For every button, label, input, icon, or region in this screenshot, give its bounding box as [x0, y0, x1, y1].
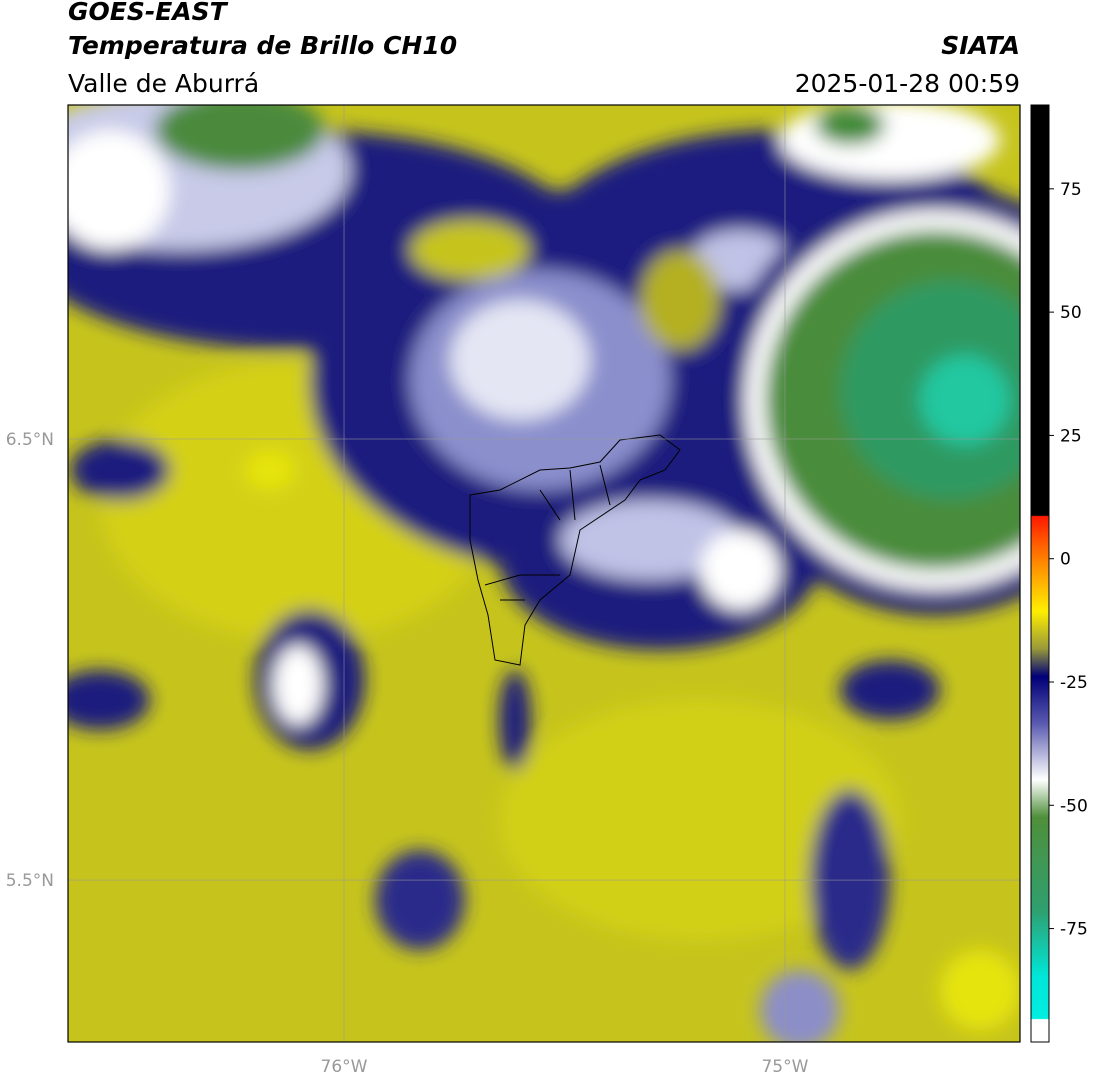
colorbar-tick-label: 0: [1060, 550, 1071, 570]
colorbar-tick-label: 50: [1060, 303, 1082, 323]
colorbar-tick-label: -50: [1060, 796, 1088, 816]
colorbar-tick-label: 75: [1060, 180, 1082, 200]
y-tick-label: 6.5°N: [6, 430, 54, 450]
colorbar: [1030, 104, 1050, 1043]
grid: [68, 105, 1020, 1042]
map-frame: [67, 104, 1021, 1043]
region: Valle de Aburrá: [68, 69, 259, 98]
map-image: [68, 105, 1020, 1042]
colorbar-tick-label: -25: [1060, 673, 1088, 693]
datetime: 2025-01-28 00:59: [795, 69, 1020, 98]
colorbar-tick-label: 25: [1060, 426, 1082, 446]
y-tick-label: 5.5°N: [6, 871, 54, 891]
cloud-field: [68, 105, 1020, 1042]
subtitle: Temperatura de Brillo CH10: [68, 31, 457, 60]
title: GOES-EAST: [68, 0, 229, 26]
source: SIATA: [941, 31, 1020, 60]
x-tick-label: 75°W: [761, 1057, 808, 1077]
colorbar-tick-label: -75: [1060, 920, 1088, 940]
x-tick-label: 76°W: [321, 1057, 368, 1077]
municipality-borders: [469, 434, 681, 666]
